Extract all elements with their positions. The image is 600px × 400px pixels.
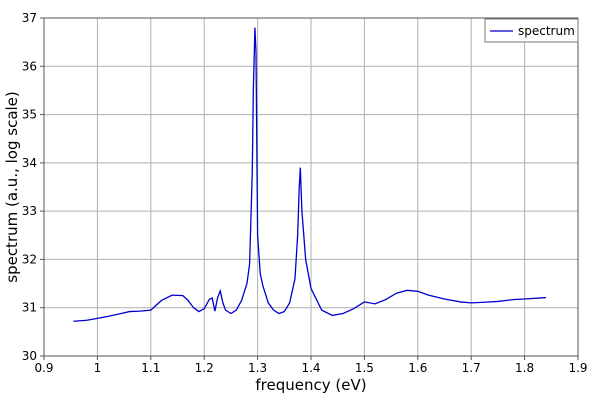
series-line-spectrum bbox=[73, 27, 547, 322]
x-tick-label: 1.8 bbox=[515, 361, 534, 375]
legend: spectrum bbox=[484, 18, 579, 43]
x-tick-label: 1.9 bbox=[568, 361, 587, 375]
y-tick-label: 37 bbox=[22, 11, 37, 25]
x-tick-label: 1.2 bbox=[195, 361, 214, 375]
legend-box bbox=[484, 18, 579, 43]
x-tick-label: 1.3 bbox=[248, 361, 267, 375]
x-axis-label: frequency (eV) bbox=[255, 376, 366, 394]
plot-frame bbox=[43, 17, 579, 357]
y-tick-label: 34 bbox=[22, 156, 37, 170]
x-tick-label: 1.4 bbox=[301, 361, 320, 375]
y-tick-label: 30 bbox=[22, 349, 37, 363]
y-axis-label: spectrum (a.u., log scale) bbox=[3, 91, 21, 283]
x-tick-label: 1.6 bbox=[408, 361, 427, 375]
grid bbox=[43, 17, 579, 357]
y-tick-label: 33 bbox=[22, 204, 37, 218]
y-tick-label: 31 bbox=[22, 301, 37, 315]
x-tick-label: 1 bbox=[94, 361, 102, 375]
y-tick-label: 36 bbox=[22, 59, 37, 73]
legend-label-spectrum: spectrum bbox=[518, 24, 575, 38]
x-tick-label: 1.7 bbox=[462, 361, 481, 375]
tick-labels: 0.9 1 1.1 1.2 1.3 1.4 1.5 1.6 1.7 1.8 1.9 30 31 32 33 3… bbox=[22, 11, 588, 375]
y-tick-label: 32 bbox=[22, 252, 37, 266]
x-tick-label: 1.1 bbox=[141, 361, 160, 375]
x-tick-label: 1.5 bbox=[355, 361, 374, 375]
x-tick-label: 0.9 bbox=[34, 361, 53, 375]
y-tick-label: 35 bbox=[22, 108, 37, 122]
